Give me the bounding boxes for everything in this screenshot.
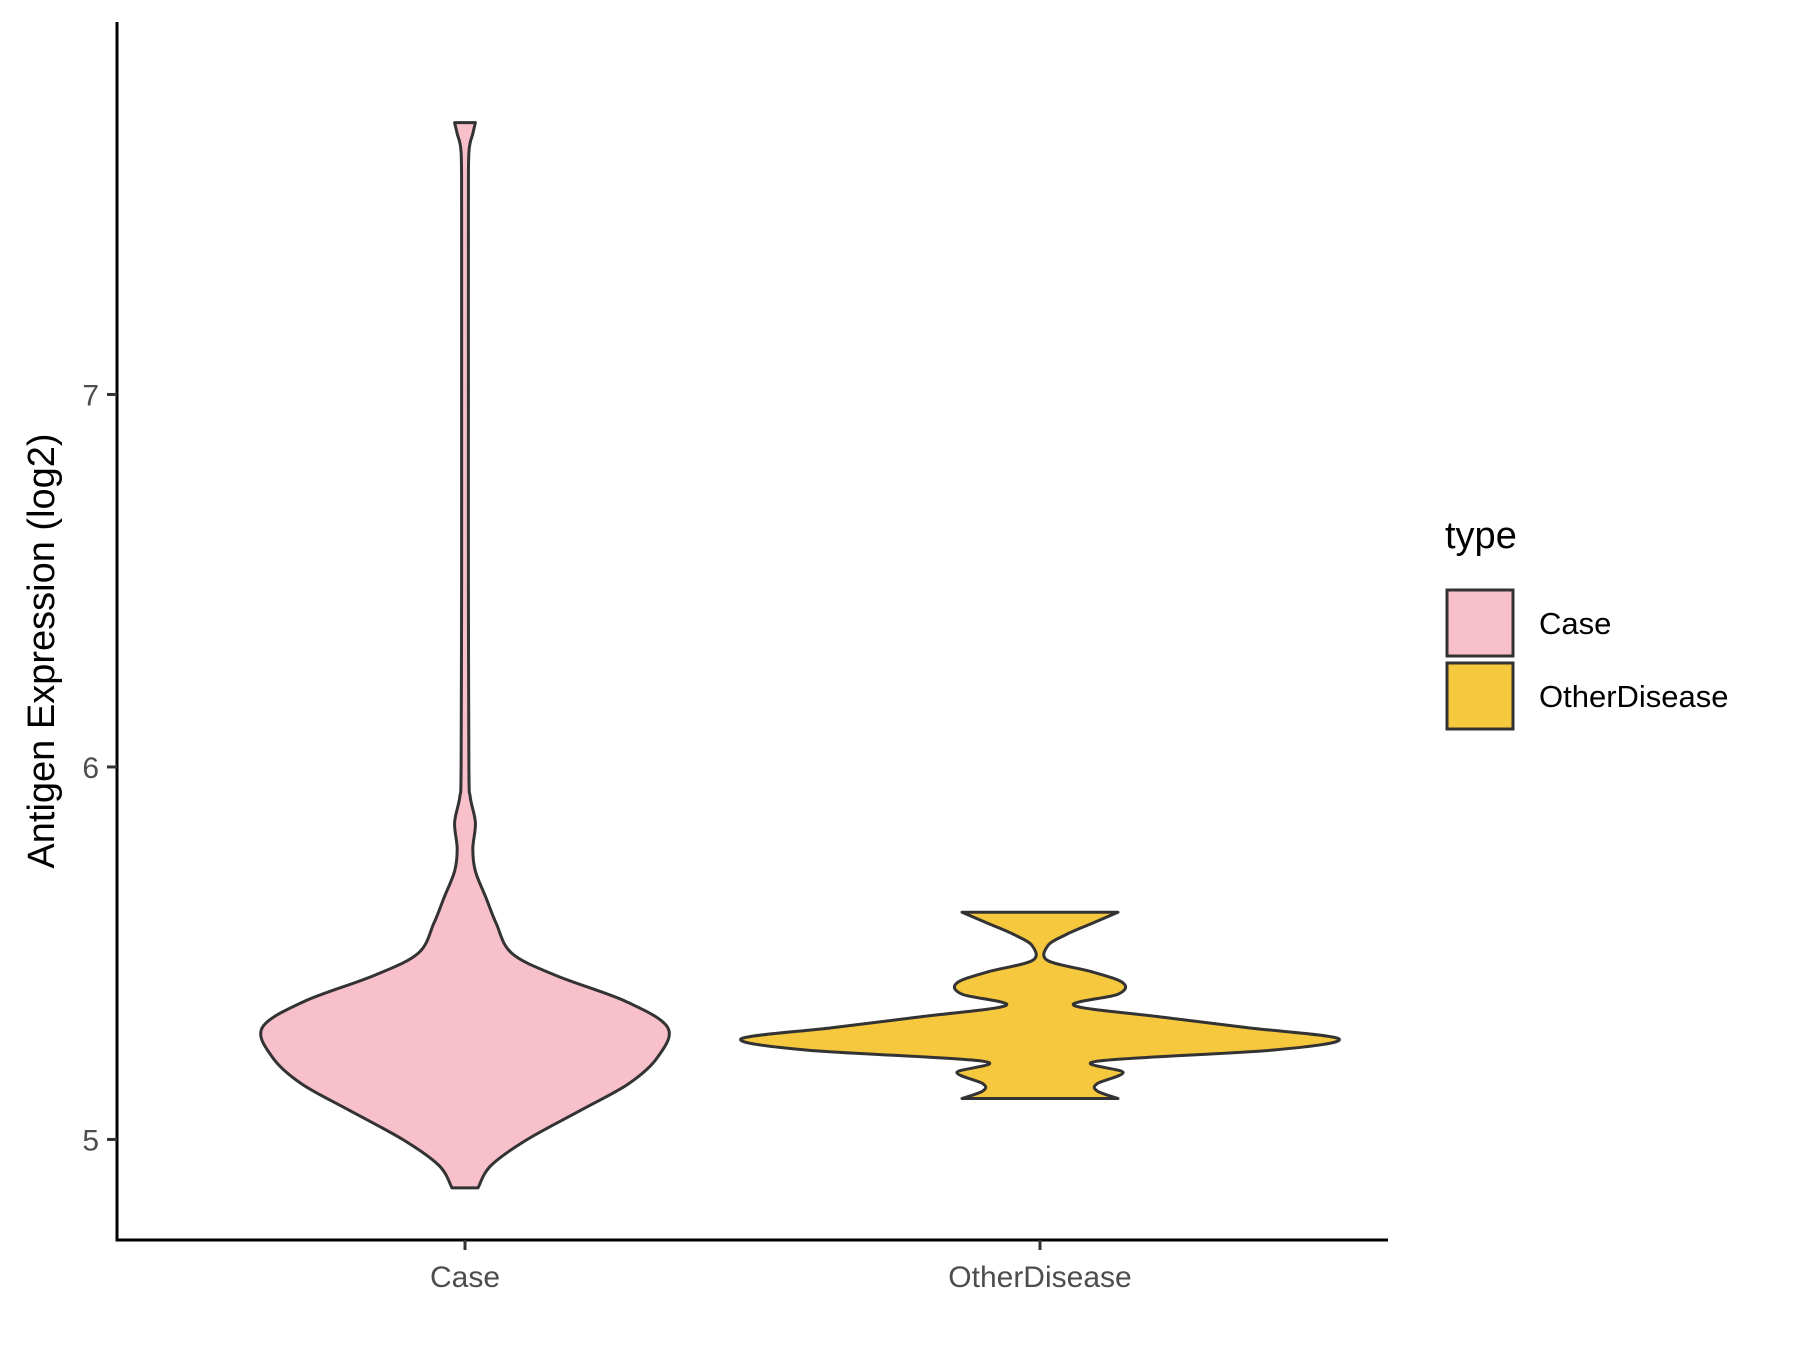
violin-case	[259, 121, 671, 1190]
legend-items: Case OtherDisease	[1445, 588, 1729, 731]
y-tick-label: 6	[82, 752, 99, 785]
legend: type Case OtherDisease	[1445, 515, 1729, 731]
legend-key-otherdisease	[1445, 661, 1515, 731]
y-tick-label: 7	[82, 379, 99, 412]
x-tick-label: OtherDisease	[948, 1261, 1131, 1294]
violin-otherdisease	[739, 910, 1341, 1100]
axes-layer	[115, 22, 1388, 1242]
legend-label-otherdisease: OtherDisease	[1539, 679, 1729, 714]
y-ticks: 5 6 7	[82, 379, 117, 1157]
y-axis-title: Antigen Expression (log2)	[21, 433, 63, 868]
x-tick-label: Case	[430, 1261, 500, 1294]
legend-label-case: Case	[1539, 606, 1611, 641]
legend-title: type	[1445, 515, 1517, 557]
y-tick-label: 5	[82, 1124, 99, 1157]
legend-key-case	[1445, 588, 1515, 658]
x-ticks: Case OtherDisease	[430, 1240, 1132, 1294]
violins-layer	[259, 121, 1341, 1190]
